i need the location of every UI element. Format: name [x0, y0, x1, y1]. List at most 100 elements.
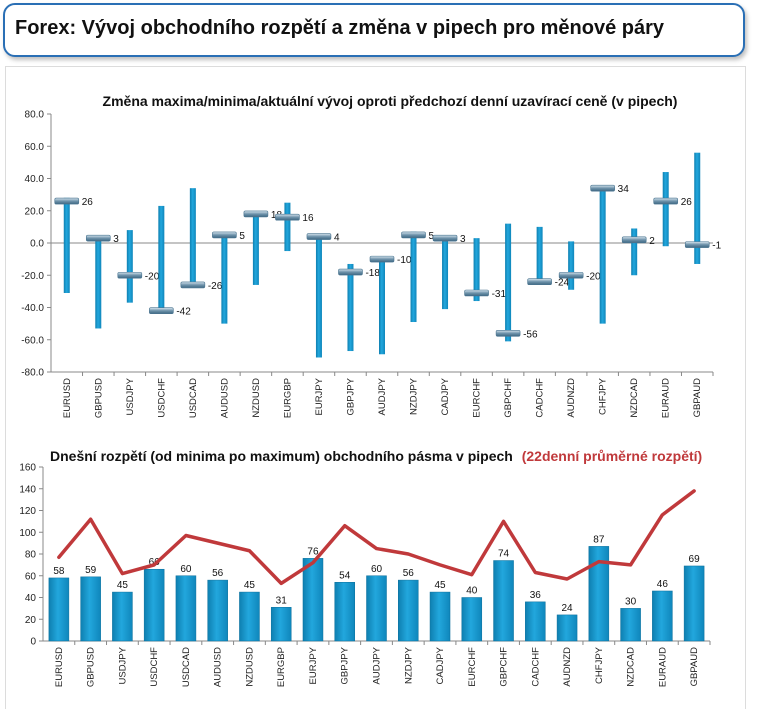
chart2-x-tick-label: NZDCAD: [626, 647, 637, 687]
chart2-data-label: 46: [657, 579, 669, 590]
chart1-data-label: -56: [523, 329, 538, 340]
chart1-data-label: -42: [176, 307, 191, 318]
chart2-bar: [556, 614, 578, 642]
chart1-range-bar: [568, 241, 575, 290]
chart2-bar: [588, 546, 610, 642]
chart1-x-tick-label: NZDJPY: [409, 377, 420, 415]
chart2-data-label: 24: [562, 603, 574, 614]
chart2-bar: [80, 576, 101, 642]
chart1-current-marker: [212, 231, 237, 239]
chart2-bar: [112, 591, 133, 642]
chart1-current-marker: [243, 210, 269, 218]
chart1-range-bar: [599, 186, 606, 324]
chart2-data-label: 87: [593, 534, 605, 545]
chart2-data-label: 69: [689, 554, 701, 565]
chart1-data-label: 26: [681, 197, 693, 208]
chart1-data-label: 5: [239, 231, 245, 242]
chart2-x-tick-label: GBPCHF: [499, 647, 510, 687]
chart1-title: Změna maxima/minima/aktuální vývoj oprot…: [103, 93, 678, 109]
chart2-x-tick-label: AUDUSD: [213, 647, 224, 687]
chart1-x-tick-label: AUDUSD: [219, 378, 230, 418]
chart1-current-marker: [684, 241, 710, 248]
chart1-y-tick-label: 60.0: [25, 142, 45, 153]
chart2-bar: [652, 590, 673, 642]
chart2-y-tick-label: 120: [19, 506, 36, 517]
chart2-y-tick-label: 160: [19, 463, 36, 474]
chart2-y-tick-label: 80: [25, 550, 37, 561]
chart2-y-tick-label: 20: [25, 615, 37, 626]
chart2-data-label: 31: [276, 595, 288, 606]
chart2-bar: [429, 591, 451, 642]
chart2-x-tick-label: EURJPY: [308, 646, 319, 684]
chart1-current-marker: [180, 281, 206, 289]
chart2-title-main: Dnešní rozpětí (od minima po maximum) ob…: [50, 448, 513, 464]
chart2-bar: [493, 560, 514, 642]
chart1-current-marker: [621, 236, 647, 244]
chart1-x-tick-label: CHFJPY: [598, 377, 609, 415]
chart1-data-label: 3: [460, 234, 466, 245]
chart1-data-label: -20: [586, 271, 601, 282]
chart1-range-bar: [284, 202, 291, 252]
chart2-bar: [461, 597, 483, 642]
chart1-range-bar: [536, 226, 543, 281]
chart1-x-tick-label: NZDUSD: [251, 378, 262, 418]
chart2-x-tick-label: NZDJPY: [403, 646, 414, 684]
chart2-x-tick-label: EURGBP: [276, 647, 287, 687]
chart1-data-label: 34: [618, 184, 630, 195]
chart1-current-marker: [149, 307, 174, 315]
chart1-range-bar: [347, 263, 354, 352]
chart2-x-tick-label: USDJPY: [117, 646, 128, 684]
chart1-current-marker: [275, 213, 300, 221]
chart1-data-label: -26: [208, 281, 223, 292]
chart2-x-tick-label: EURAUD: [657, 647, 668, 687]
chart1-x-tick-label: AUDJPY: [377, 377, 388, 415]
chart1-current-marker: [306, 233, 332, 240]
chart1-axes: 80.0 60.0 40.0 20.0 0.0 -20.0 -40.0 -60.0 -80.0 E…: [21, 110, 714, 418]
chart2-x-tick-label: CHFJPY: [594, 646, 605, 684]
chart2-y-tick-label: 0: [30, 637, 36, 648]
chart2-data-label: 74: [498, 549, 510, 560]
chart1-data-label: -10: [397, 255, 412, 266]
chart2-x-tick-label: CADJPY: [435, 646, 446, 684]
chart2-data-label: 59: [85, 565, 97, 576]
header-panel: Forex: Vývoj obchodního rozpětí a změna …: [3, 3, 745, 57]
chart2-data-label: 45: [434, 580, 446, 591]
chart1-x-tick-label: GBPUSD: [93, 378, 104, 418]
chart1-range-bar: [221, 233, 228, 324]
chart1-y-tick-label: -80.0: [21, 368, 44, 379]
chart1-x-tick-label: AUDNZD: [566, 378, 577, 418]
chart2-y-tick-label: 100: [19, 528, 36, 539]
chart1-x-tick-label: USDCHF: [156, 378, 167, 418]
chart2-title-extra: (22denní průměrné rozpětí): [522, 448, 702, 464]
chart2-y-tick-label: 40: [25, 593, 37, 604]
chart1-data-label: -24: [555, 278, 570, 289]
chart2-x-tick-label: GBPAUD: [689, 647, 700, 687]
chart1-range-bar: [158, 205, 165, 314]
chart1-range-bar: [95, 236, 102, 329]
chart1-data-label: 3: [113, 234, 119, 245]
chart2-y-tick-label: 60: [25, 571, 37, 582]
chart1-range-bar: [442, 236, 449, 310]
chart1-current-marker: [85, 234, 111, 242]
chart1-current-marker: [54, 197, 80, 205]
chart1-x-tick-label: GBPAUD: [692, 378, 703, 418]
chart2-data-label: 36: [530, 590, 542, 601]
chart1-current-marker: [653, 197, 679, 205]
chart2-x-tick-label: CADCHF: [530, 647, 541, 687]
chart1-y-tick-label: 40.0: [25, 174, 45, 185]
chart1-y-tick-label: 80.0: [25, 110, 45, 121]
chart2-bar: [620, 608, 641, 642]
chart2-bar: [334, 582, 355, 642]
chart1-range-bar: [694, 152, 701, 264]
chart-frame: [5, 66, 746, 709]
chart1-current-marker: [432, 234, 458, 242]
chart2-bar: [366, 575, 387, 642]
chart1-current-marker: [527, 278, 552, 286]
chart2-data-label: 76: [307, 546, 319, 557]
chart2-bar: [270, 607, 292, 642]
chart1-data-label: 16: [302, 213, 314, 224]
chart1-x-tick-label: CADCHF: [535, 378, 546, 418]
chart2-x-tick-label: GBPJPY: [340, 646, 351, 684]
chart1-current-marker: [338, 268, 363, 276]
